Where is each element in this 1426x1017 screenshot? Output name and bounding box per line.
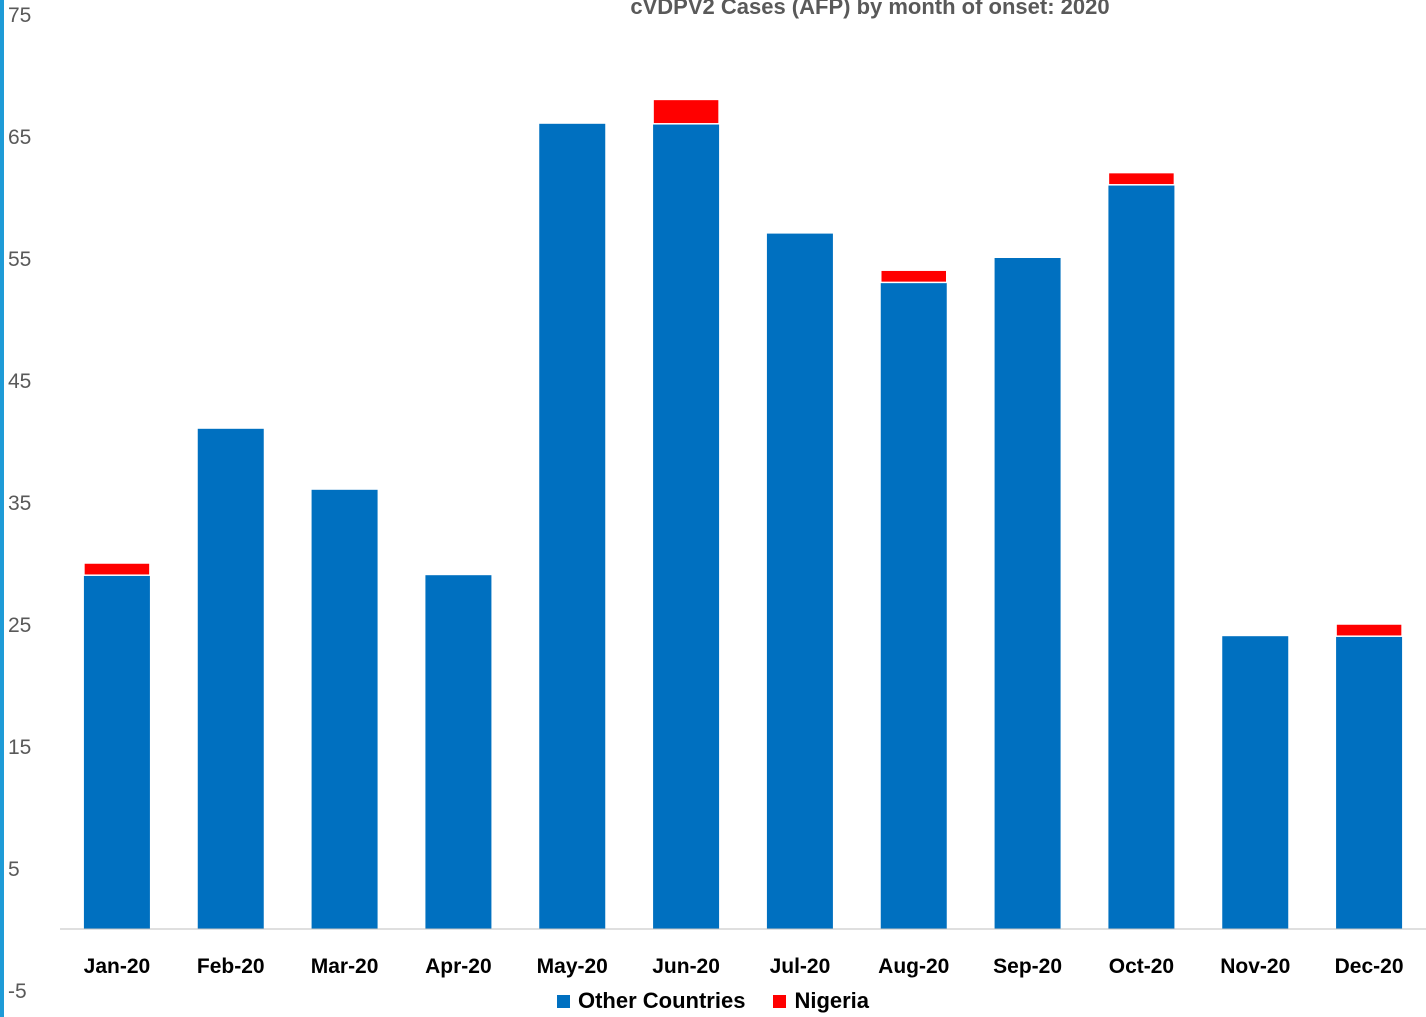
bar-other-countries-nov-20 [1222, 636, 1289, 929]
x-tick-label: Aug-20 [878, 955, 949, 978]
x-tick-label: Dec-20 [1335, 955, 1404, 978]
legend-label-other-countries: Other Countries [577, 988, 746, 1013]
bar-other-countries-may-20 [539, 123, 606, 930]
y-axis-ticks: 75 65 55 45 35 25 15 5 -5 [8, 4, 31, 1003]
x-tick-label: Apr-20 [425, 955, 492, 978]
legend-item-nigeria: Nigeria [773, 988, 869, 1014]
y-tick-label: 5 [8, 858, 20, 881]
legend: Other Countries Nigeria [0, 988, 1426, 1014]
bar-other-countries-apr-20 [425, 575, 492, 929]
x-tick-label: Jun-20 [652, 955, 720, 978]
legend-swatch-nigeria [773, 994, 787, 1008]
bar-nigeria-oct-20 [1107, 171, 1176, 186]
bar-nigeria-aug-20 [880, 269, 948, 284]
bar-nigeria-jun-20 [652, 98, 720, 125]
legend-item-other-countries: Other Countries [556, 988, 746, 1014]
x-tick-label: Jan-20 [84, 955, 151, 978]
legend-swatch-other-countries [556, 994, 570, 1008]
y-tick-label: 15 [8, 736, 31, 759]
bar-other-countries-feb-20 [197, 428, 264, 929]
chart-title: cVDPV2 Cases (AFP) by month of onset: 20… [630, 0, 1110, 19]
y-tick-label: 25 [8, 614, 31, 637]
bar-other-countries-oct-20 [1108, 184, 1175, 930]
bar-other-countries-mar-20 [311, 489, 378, 929]
bar-other-countries-dec-20 [1336, 636, 1403, 929]
y-tick-label: 65 [8, 126, 31, 149]
legend-label-nigeria: Nigeria [794, 988, 870, 1013]
y-tick-label: 45 [8, 370, 31, 393]
bar-other-countries-aug-20 [880, 282, 947, 929]
x-tick-label: Sep-20 [993, 955, 1062, 978]
bars [83, 98, 1403, 930]
y-tick-label: 55 [8, 248, 31, 271]
left-border-accent [0, 0, 4, 1017]
x-axis-ticks: Jan-20 Feb-20 Mar-20 Apr-20 May-20 Jun-20 Jul-… [84, 955, 1404, 978]
x-tick-label: May-20 [537, 955, 608, 978]
y-tick-label: 35 [8, 492, 31, 515]
bar-other-countries-sep-20 [994, 258, 1061, 929]
bar-nigeria-dec-20 [1335, 623, 1403, 637]
bar-other-countries-jan-20 [83, 575, 150, 929]
x-tick-label: Nov-20 [1220, 955, 1290, 978]
y-tick-label: -5 [8, 980, 27, 1003]
x-tick-label: Feb-20 [197, 955, 265, 978]
bar-other-countries-jun-20 [653, 123, 720, 930]
bar-other-countries-jul-20 [766, 233, 833, 930]
x-tick-label: Jul-20 [770, 955, 831, 978]
x-tick-label: Oct-20 [1109, 955, 1174, 978]
bar-nigeria-jan-20 [83, 562, 151, 576]
x-tick-label: Mar-20 [311, 955, 379, 978]
y-tick-label: 75 [8, 4, 31, 27]
